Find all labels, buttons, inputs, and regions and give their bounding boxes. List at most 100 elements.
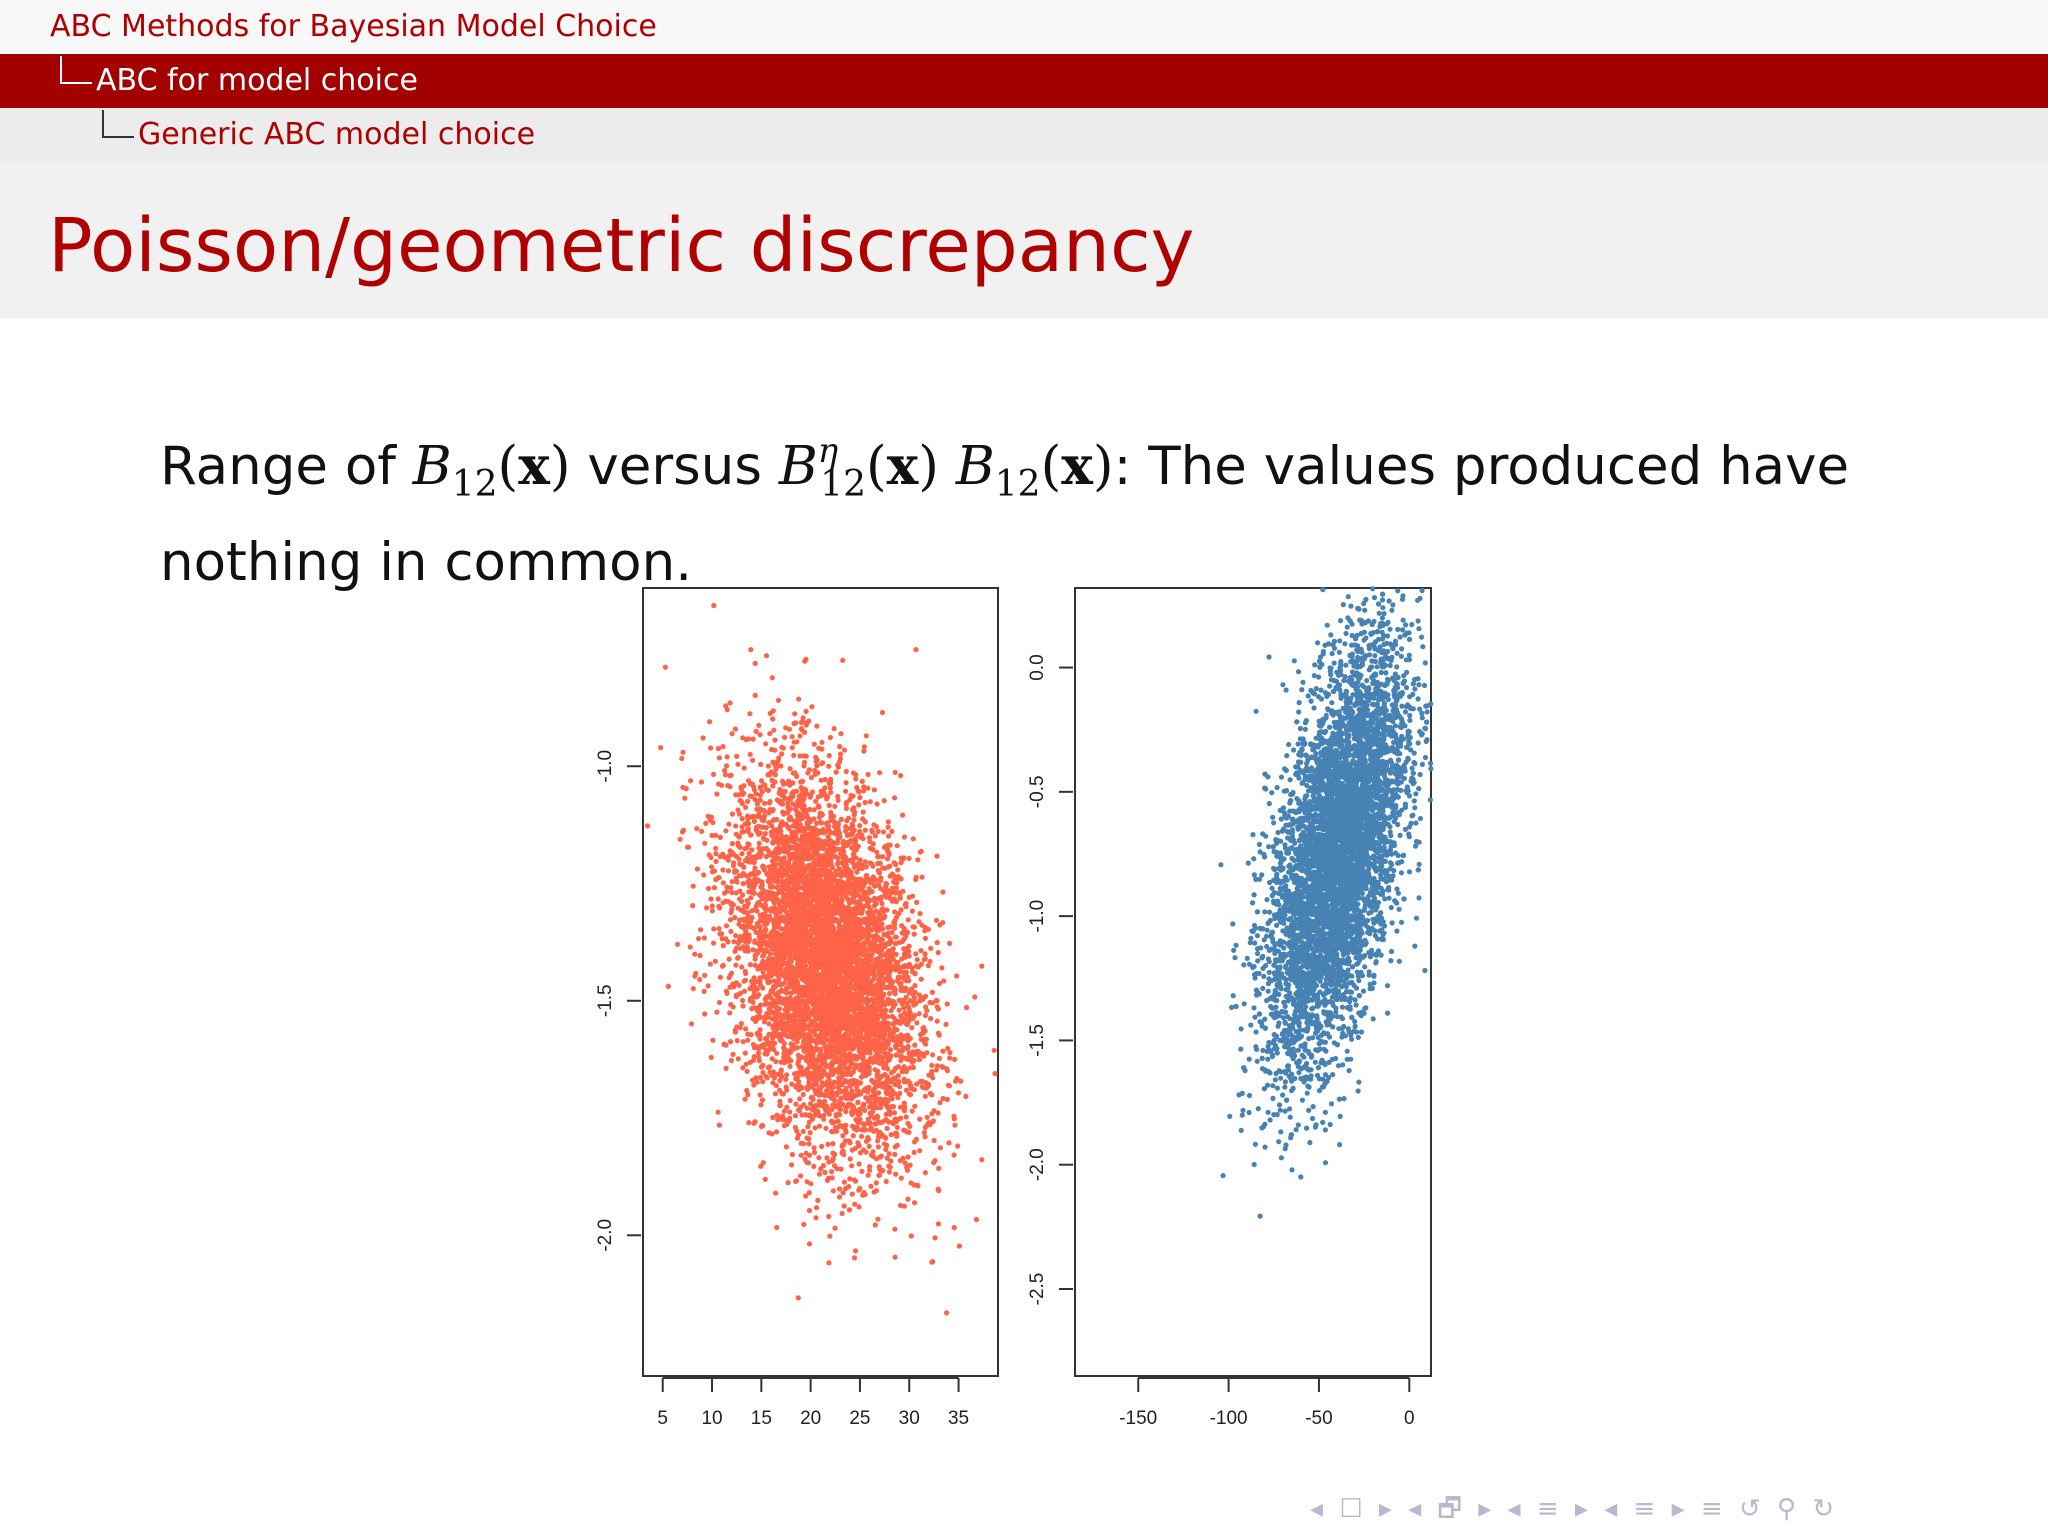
data-point [779, 1113, 786, 1119]
data-point [760, 1079, 766, 1085]
data-point [860, 1102, 866, 1108]
data-point [665, 983, 671, 990]
data-point [756, 899, 762, 905]
data-point [808, 1022, 815, 1028]
data-point [804, 1179, 810, 1185]
data-point [875, 1144, 882, 1150]
data-point [922, 1170, 929, 1176]
data-point [739, 851, 745, 857]
data-point [824, 1177, 831, 1183]
data-point [803, 1055, 809, 1061]
math-b12: B12(x) [412, 435, 571, 505]
data-point [826, 753, 832, 759]
data-point [886, 833, 892, 839]
data-point [751, 988, 757, 995]
data-point [739, 872, 745, 879]
data-point [880, 865, 886, 871]
data-point [958, 1078, 964, 1084]
data-point [927, 958, 933, 965]
data-point [752, 692, 758, 699]
data-point [851, 817, 857, 823]
data-point [770, 1114, 776, 1121]
data-point [922, 1012, 929, 1019]
header-subsection[interactable]: ABC for model choice [96, 63, 418, 98]
data-point [728, 885, 734, 891]
data-point [688, 1021, 695, 1027]
data-point [803, 1150, 809, 1156]
data-point [783, 988, 789, 994]
data-point [697, 976, 703, 983]
data-point [720, 880, 726, 886]
data-point [787, 766, 793, 772]
data-point [952, 1122, 958, 1128]
data-point [881, 909, 887, 915]
data-point [868, 958, 874, 964]
data-point [857, 828, 863, 835]
header-section[interactable]: ABC Methods for Bayesian Model Choice [50, 9, 657, 44]
data-point [863, 864, 869, 870]
data-point [712, 958, 719, 964]
data-point [877, 1081, 883, 1087]
data-point [892, 896, 898, 902]
data-point [745, 1031, 751, 1037]
header-subsection-row [0, 54, 2048, 108]
data-point [866, 932, 872, 938]
data-point [955, 1143, 961, 1149]
data-point [931, 1137, 937, 1144]
data-point [952, 1056, 958, 1062]
data-point [933, 1067, 940, 1073]
data-point [910, 969, 916, 975]
data-point [770, 1080, 776, 1086]
data-point [778, 763, 784, 769]
data-point [811, 741, 817, 747]
data-point [794, 773, 800, 780]
data-point [791, 720, 797, 727]
data-point [743, 804, 749, 810]
data-point [929, 989, 936, 996]
data-point [898, 773, 904, 779]
data-point [767, 798, 773, 805]
data-point [907, 1123, 913, 1129]
data-point [861, 744, 868, 750]
data-point [727, 784, 733, 790]
data-point [842, 1138, 849, 1144]
data-point [794, 1039, 800, 1045]
header-subsubsection[interactable]: Generic ABC model choice [138, 117, 536, 152]
data-point [894, 1133, 900, 1139]
data-point [722, 767, 728, 774]
data-point [735, 1056, 741, 1062]
data-point [891, 1110, 898, 1116]
data-point [701, 935, 707, 941]
data-point [716, 1122, 723, 1128]
data-point [901, 1108, 908, 1114]
data-point [861, 941, 867, 947]
data-point [765, 1001, 771, 1007]
data-point [779, 914, 785, 920]
data-point [662, 664, 668, 670]
data-point [894, 843, 900, 849]
data-point [867, 799, 873, 805]
data-point [819, 1143, 825, 1149]
data-point [944, 1310, 950, 1316]
data-point [816, 897, 822, 903]
data-point [687, 944, 693, 950]
data-point [796, 1006, 802, 1013]
data-point [764, 1075, 770, 1081]
data-point [922, 956, 928, 962]
data-point [893, 1052, 899, 1058]
data-point [789, 745, 795, 751]
data-point [747, 711, 753, 717]
data-point [843, 788, 849, 794]
data-point [879, 709, 886, 716]
data-point [840, 1190, 846, 1196]
header-subsubsection-row [0, 108, 2048, 162]
data-point [892, 909, 898, 915]
data-point [789, 1081, 795, 1087]
data-point [843, 1109, 849, 1115]
data-point [897, 1202, 904, 1208]
data-point [914, 1081, 920, 1087]
data-point [740, 735, 746, 741]
data-point [992, 1071, 998, 1077]
data-point [740, 1003, 746, 1009]
data-point [798, 1140, 804, 1146]
